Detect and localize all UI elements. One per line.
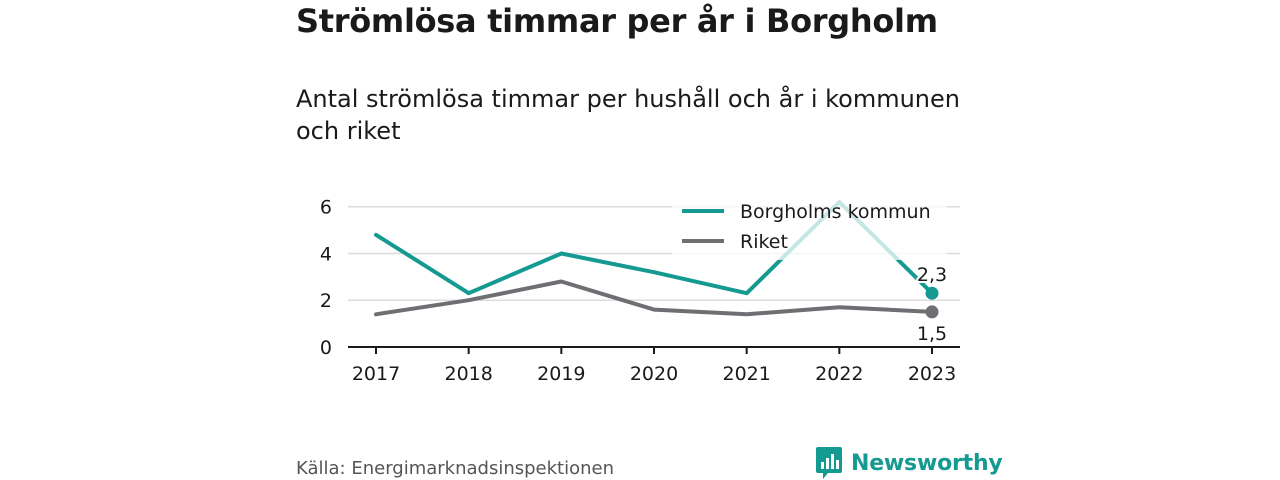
- brand-name: Newsworthy: [851, 450, 1003, 476]
- chart-subtitle: Antal strömlösa timmar per hushåll och å…: [296, 85, 960, 145]
- x-tick-label: 2022: [815, 363, 863, 385]
- end-value-label: 1,5: [917, 323, 947, 345]
- series-line-riket: [374, 279, 934, 317]
- x-tick-label: 2021: [722, 363, 770, 385]
- line-chart: 0 2 4 6 2017 2018 2019 2020 2021 2022 2023 2,3 1,5 Bo…: [320, 196, 960, 385]
- y-tick-label: 0: [320, 337, 332, 359]
- x-tick-label: 2023: [908, 363, 956, 385]
- y-tick-label: 2: [320, 290, 332, 312]
- end-value-label: 2,3: [917, 264, 947, 286]
- x-tick-label: 2018: [444, 363, 492, 385]
- chart-title: Strömlösa timmar per år i Borgholm: [296, 2, 938, 40]
- y-tick-label: 6: [320, 197, 332, 219]
- x-tick-label: 2020: [630, 363, 678, 385]
- x-tick-label: 2019: [537, 363, 585, 385]
- newsworthy-logo-icon: [816, 447, 842, 479]
- data-point: [925, 305, 939, 319]
- source-note: Källa: Energimarknadsinspektionen: [296, 458, 615, 479]
- y-tick-label: 4: [320, 243, 332, 265]
- legend-label: Riket: [740, 231, 788, 253]
- legend-label: Borgholms kommun: [740, 201, 931, 223]
- x-tick-label: 2017: [352, 363, 400, 385]
- data-point: [925, 286, 939, 300]
- legend-background: [672, 196, 947, 260]
- brand-logo: Newsworthy: [815, 446, 1003, 480]
